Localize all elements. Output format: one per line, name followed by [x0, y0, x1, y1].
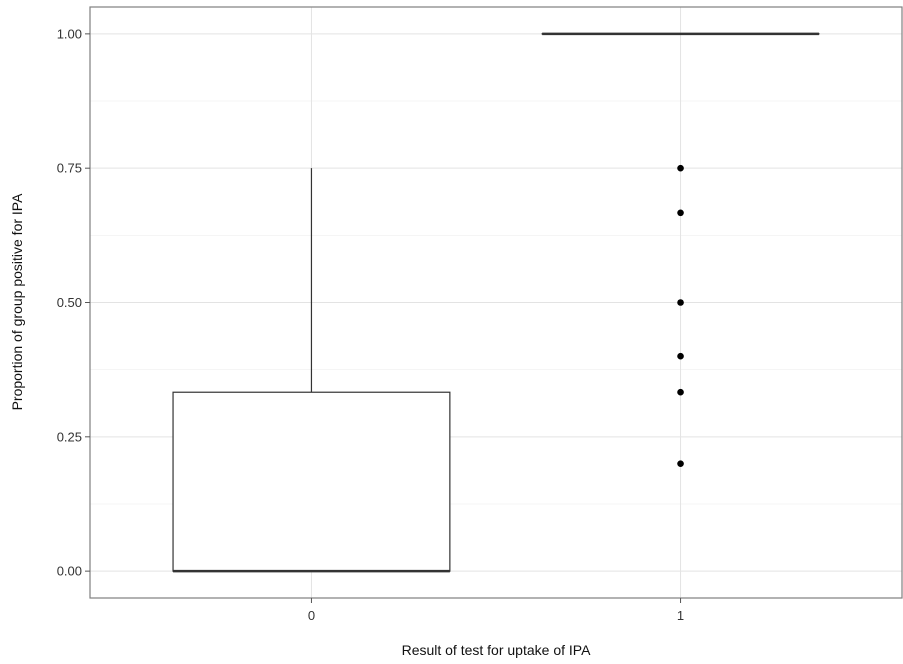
outlier-point — [677, 299, 684, 306]
y-tick-label: 0.25 — [57, 429, 82, 444]
x-axis-title: Result of test for uptake of IPA — [402, 642, 591, 658]
iqr-box — [172, 391, 451, 572]
box-1 — [541, 32, 820, 467]
y-axis: 0.00 0.25 0.50 0.75 1.00 — [57, 26, 90, 579]
y-tick-label: 0.75 — [57, 161, 82, 176]
x-tick-label: 1 — [677, 608, 684, 623]
y-tick-label: 0.50 — [57, 295, 82, 310]
y-axis-title: Proportion of group positive for IPA — [9, 193, 25, 411]
outlier-point — [677, 352, 684, 360]
x-tick-label: 0 — [308, 608, 315, 623]
outlier-point — [677, 460, 684, 467]
outlier-point — [677, 209, 684, 217]
y-tick-label: 0.00 — [57, 564, 82, 579]
box-0 — [172, 168, 451, 573]
y-tick-label: 1.00 — [57, 26, 82, 41]
outlier-point — [677, 164, 684, 172]
outlier-point — [677, 388, 684, 396]
box-series — [172, 32, 820, 573]
